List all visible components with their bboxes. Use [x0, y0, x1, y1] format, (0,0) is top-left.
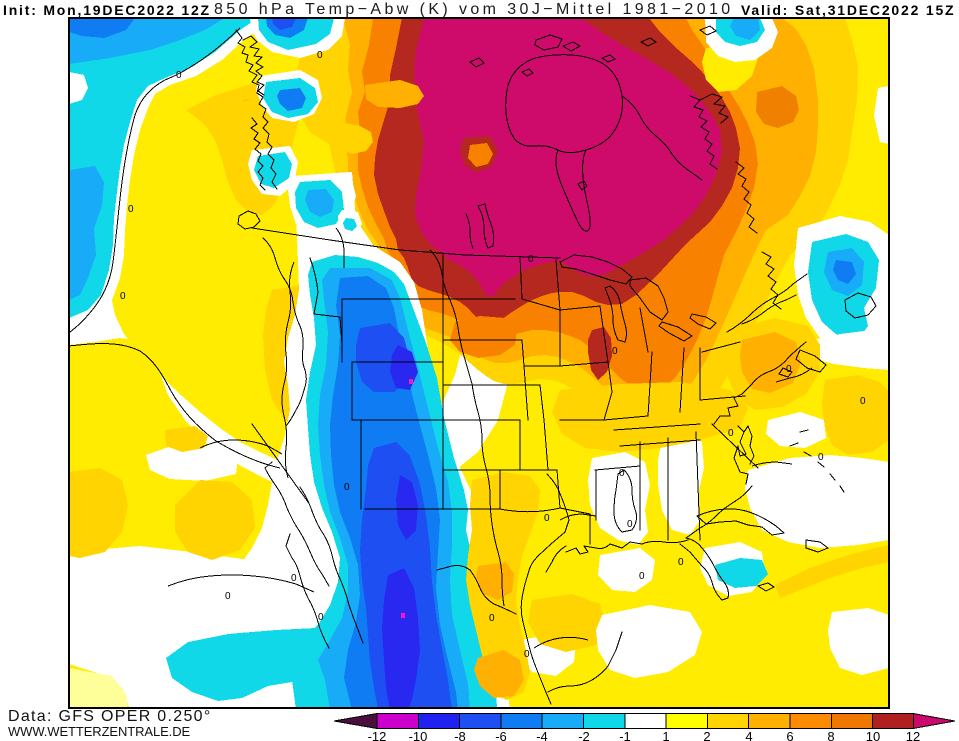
svg-text:0: 0: [786, 364, 792, 375]
svg-text:0: 0: [128, 204, 134, 215]
svg-text:0: 0: [524, 649, 530, 660]
svg-text:0: 0: [291, 573, 297, 584]
svg-text:0: 0: [619, 468, 625, 479]
svg-text:0: 0: [225, 591, 231, 602]
svg-text:0: 0: [318, 612, 324, 623]
svg-text:0: 0: [627, 519, 633, 530]
svg-text:0: 0: [639, 571, 645, 582]
svg-text:0: 0: [120, 291, 126, 302]
svg-text:0: 0: [728, 428, 734, 439]
svg-text:0: 0: [860, 396, 866, 407]
svg-text:0: 0: [176, 70, 182, 81]
svg-text:0: 0: [612, 346, 618, 357]
svg-text:0: 0: [678, 557, 684, 568]
svg-text:0: 0: [544, 513, 550, 524]
svg-text:0: 0: [528, 254, 534, 265]
svg-text:0: 0: [344, 482, 350, 493]
svg-text:0: 0: [489, 613, 495, 624]
svg-text:0: 0: [317, 50, 323, 61]
svg-text:0: 0: [818, 452, 824, 463]
